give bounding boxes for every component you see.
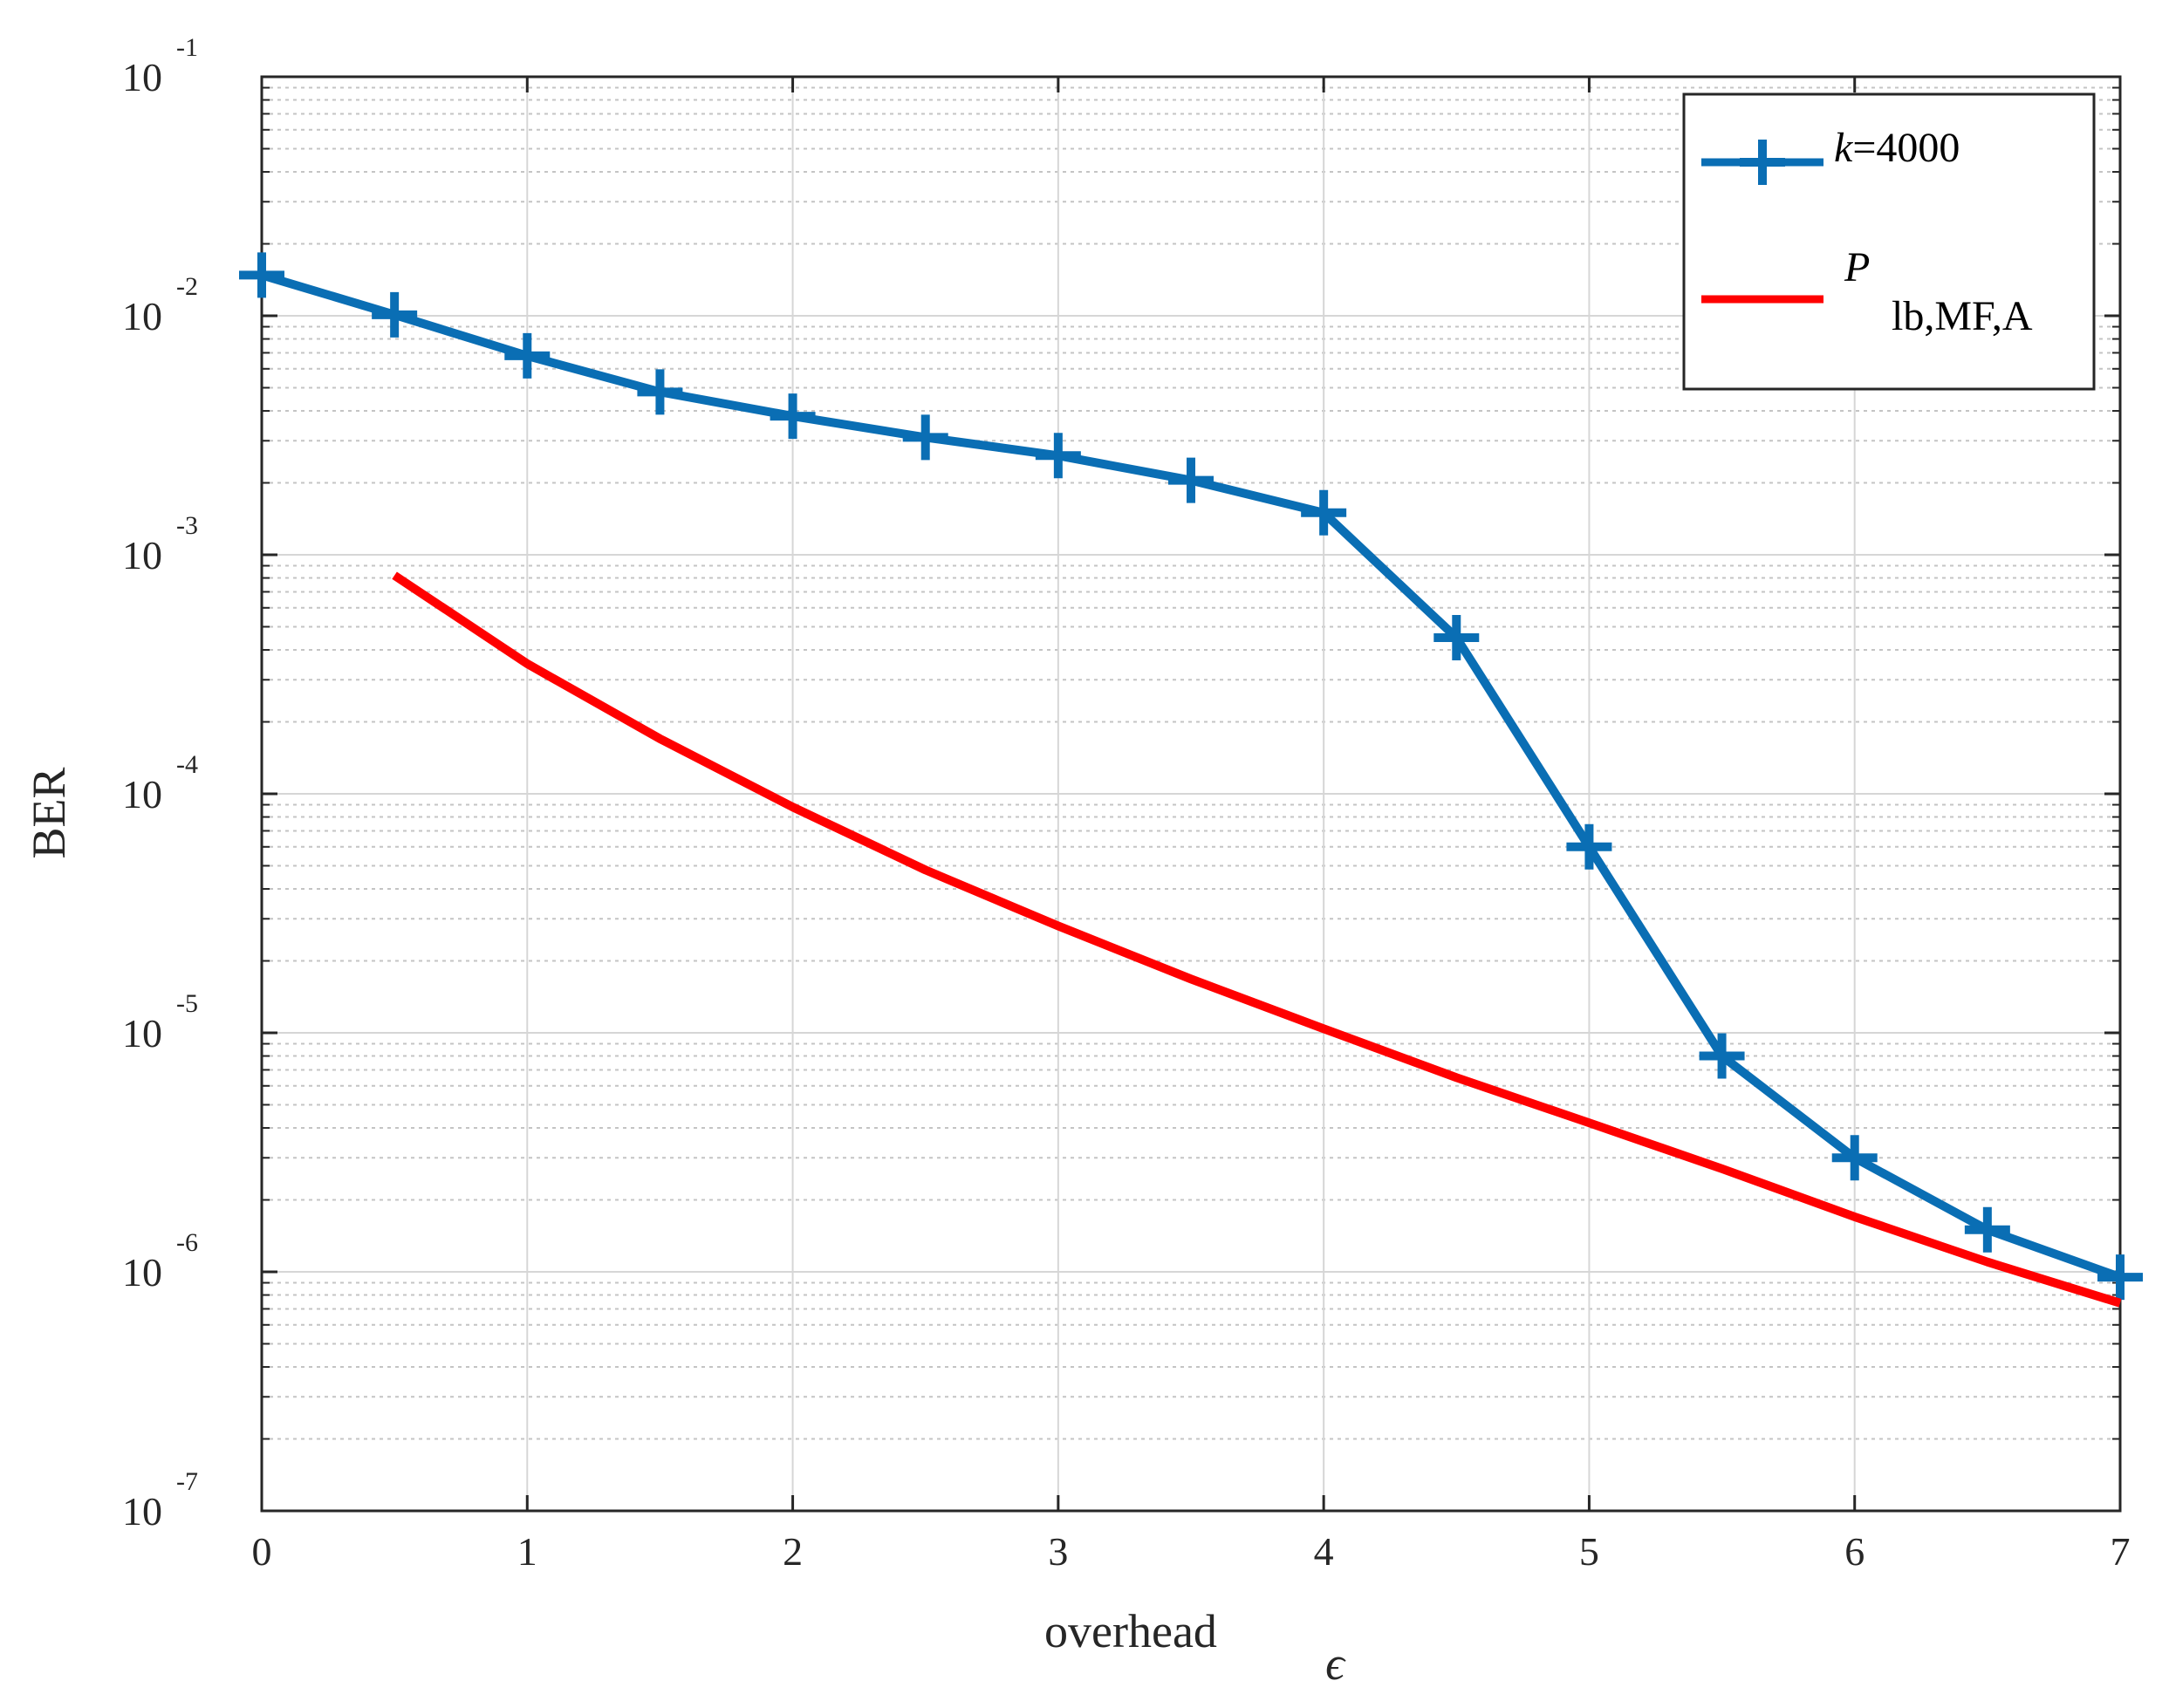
y-tick-exponent: -6 [176,1228,198,1257]
series-0 [239,252,2143,1301]
data-point [770,393,816,440]
x-tick-label: 5 [1579,1529,1599,1574]
y-tick-label: 10 [122,533,162,577]
y-tick-exponent: -3 [176,511,198,540]
series-1 [392,571,2122,1308]
data-point [1831,1135,1878,1181]
data-point [2097,1254,2143,1301]
y-axis-label: BER [23,767,75,858]
x-tick-label: 1 [517,1529,537,1574]
legend: k=4000 P lb,MF,A [1682,92,2096,391]
y-tick-label: 10 [122,1489,162,1534]
y-tick-label: 10 [122,1250,162,1295]
y-tick-label: 10 [122,55,162,99]
data-point [239,252,284,298]
legend-label-p: P [1844,244,1870,290]
data-point [372,291,418,338]
x-axis-label: overhead [1044,1605,1217,1657]
data-point [1301,489,1347,536]
legend-label-k-var: k [1834,125,1854,171]
y-tick-label: 10 [122,1011,162,1056]
y-tick-exponent: -2 [176,272,198,301]
legend-entry-plb: P lb,MF,A [1701,244,2033,339]
legend-marker-k4000 [1740,140,1785,185]
x-tick-label: 0 [252,1529,272,1574]
data-point [1433,615,1480,661]
y-tick-label: 10 [122,772,162,816]
x-tick-label: 7 [2111,1529,2131,1574]
x-tick-label: 6 [1844,1529,1865,1574]
y-tick-exponent: -1 [176,33,198,62]
legend-label-k-value: =4000 [1852,125,1960,171]
legend-entry-k4000: k=4000 [1701,125,1960,185]
x-tick-label: 4 [1314,1529,1334,1574]
y-tick-exponent: -7 [176,1467,198,1496]
series-layer [239,252,2143,1308]
x-axis-label-symbol: ϵ [1325,1637,1346,1690]
data-point [1566,823,1612,870]
data-point [637,369,683,415]
y-tick-exponent: -4 [176,750,198,779]
data-point [504,332,551,379]
legend-label-k4000: k=4000 [1834,125,1960,171]
data-point [1964,1206,2010,1253]
series-line-1 [392,571,2122,1308]
legend-label-p-subscript: lb,MF,A [1892,293,2033,339]
y-tick-exponent: -5 [176,989,198,1018]
data-point [1168,457,1214,503]
tick-marks [260,75,2122,1513]
x-tick-label: 3 [1048,1529,1068,1574]
tick-labels: 10 -7 10 -6 10 -5 10 -4 10 -3 10 -2 10 -1 0 1 2 3 4 5 6 7 [122,33,2131,1574]
data-point [1035,433,1081,479]
legend-box [1682,92,2096,391]
y-tick-label: 10 [122,294,162,338]
data-point [1699,1033,1745,1079]
x-tick-label: 2 [783,1529,803,1574]
data-point [902,414,948,461]
